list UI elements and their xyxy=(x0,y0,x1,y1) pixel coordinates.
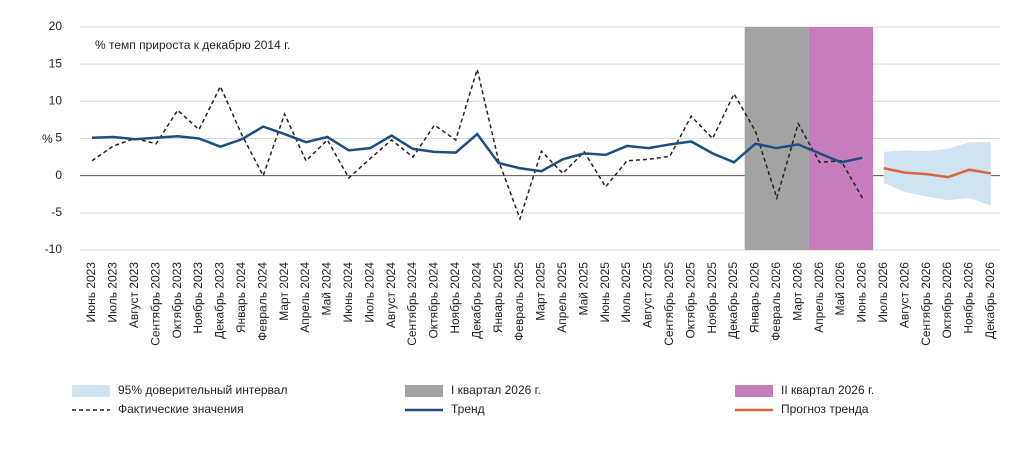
x-tick-label: Июнь 2024 xyxy=(341,262,355,323)
y-tick-label: 20 xyxy=(49,19,63,33)
x-tick-label: Декабрь 2026 xyxy=(983,262,997,339)
x-tick-label: Февраль 2025 xyxy=(512,262,526,341)
y-tick-label: 0 xyxy=(55,168,62,182)
x-tick-label: Август 2026 xyxy=(897,262,911,328)
x-tick-label: Август 2024 xyxy=(384,262,398,328)
legend-label: Фактические значения xyxy=(118,402,244,416)
x-tick-label: Май 2025 xyxy=(576,262,590,316)
y-axis-label: % xyxy=(42,132,53,146)
x-tick-label: Март 2024 xyxy=(277,262,291,321)
x-tick-label: Ноябрь 2025 xyxy=(705,262,719,334)
x-tick-label: Апрель 2025 xyxy=(555,262,569,333)
legend-label: I квартал 2026 г. xyxy=(451,383,541,397)
y-tick-label: 5 xyxy=(55,131,62,145)
x-tick-label: Июль 2026 xyxy=(876,262,890,323)
x-tick-label: Март 2026 xyxy=(790,262,804,321)
y-tick-label: -10 xyxy=(45,242,63,256)
x-tick-label: Август 2023 xyxy=(127,262,141,328)
x-tick-label: Сентябрь 2025 xyxy=(662,262,676,346)
legend-label: Прогноз тренда xyxy=(781,402,869,416)
x-tick-label: Февраль 2026 xyxy=(769,262,783,341)
x-tick-label: Октябрь 2026 xyxy=(940,262,954,339)
confidence-band xyxy=(883,142,991,206)
x-tick-label: Октябрь 2023 xyxy=(170,262,184,339)
background-layer xyxy=(80,26,1000,251)
shaded-period xyxy=(744,27,809,250)
shaded-period xyxy=(808,27,874,250)
x-tick-label: Апрель 2026 xyxy=(812,262,826,333)
x-tick-label: Ноябрь 2026 xyxy=(962,262,976,334)
x-tick-label: Ноябрь 2023 xyxy=(191,262,205,334)
x-tick-label: Июль 2025 xyxy=(619,262,633,323)
x-tick-label: Октябрь 2025 xyxy=(683,262,697,339)
x-tick-label: Январь 2024 xyxy=(234,262,248,333)
x-tick-label: Декабрь 2025 xyxy=(726,262,740,339)
y-tick-label: 15 xyxy=(49,56,63,70)
x-tick-label: Июль 2024 xyxy=(362,262,376,323)
x-tick-label: Сентябрь 2023 xyxy=(148,262,162,346)
legend-label: II квартал 2026 г. xyxy=(781,383,874,397)
x-tick-label: Январь 2025 xyxy=(491,262,505,333)
y-tick-label: 10 xyxy=(49,94,63,108)
x-tick-label: Июль 2023 xyxy=(106,262,120,323)
legend-swatch xyxy=(735,385,773,397)
x-tick-label: Март 2025 xyxy=(534,262,548,321)
x-tick-label: Август 2025 xyxy=(641,262,655,328)
x-tick-label: Февраль 2024 xyxy=(255,262,269,341)
x-tick-label: Май 2024 xyxy=(320,262,334,316)
legend-swatch xyxy=(72,385,110,397)
series-line xyxy=(91,125,863,173)
x-tick-label: Июнь 2023 xyxy=(84,262,98,323)
x-tick-label: Январь 2026 xyxy=(748,262,762,333)
legend-swatch xyxy=(405,385,443,397)
x-tick-label: Апрель 2024 xyxy=(298,262,312,333)
x-tick-label: Июнь 2026 xyxy=(855,262,869,323)
x-tick-label: Декабрь 2023 xyxy=(213,262,227,339)
x-tick-label: Июнь 2025 xyxy=(598,262,612,323)
x-tick-label: Октябрь 2024 xyxy=(427,262,441,339)
x-tick-label: Сентябрь 2024 xyxy=(405,262,419,346)
x-tick-label: Декабрь 2024 xyxy=(469,262,483,339)
chart-title: % темп прироста к декабрю 2014 г. xyxy=(95,38,290,52)
x-tick-label: Сентябрь 2026 xyxy=(919,262,933,346)
y-tick-label: -5 xyxy=(51,205,62,219)
legend-label: 95% доверительный интервал xyxy=(118,383,287,397)
series-line xyxy=(883,167,992,179)
x-tick-label: Ноябрь 2024 xyxy=(448,262,462,334)
x-tick-label: Май 2026 xyxy=(833,262,847,316)
legend-label: Тренд xyxy=(451,402,485,416)
